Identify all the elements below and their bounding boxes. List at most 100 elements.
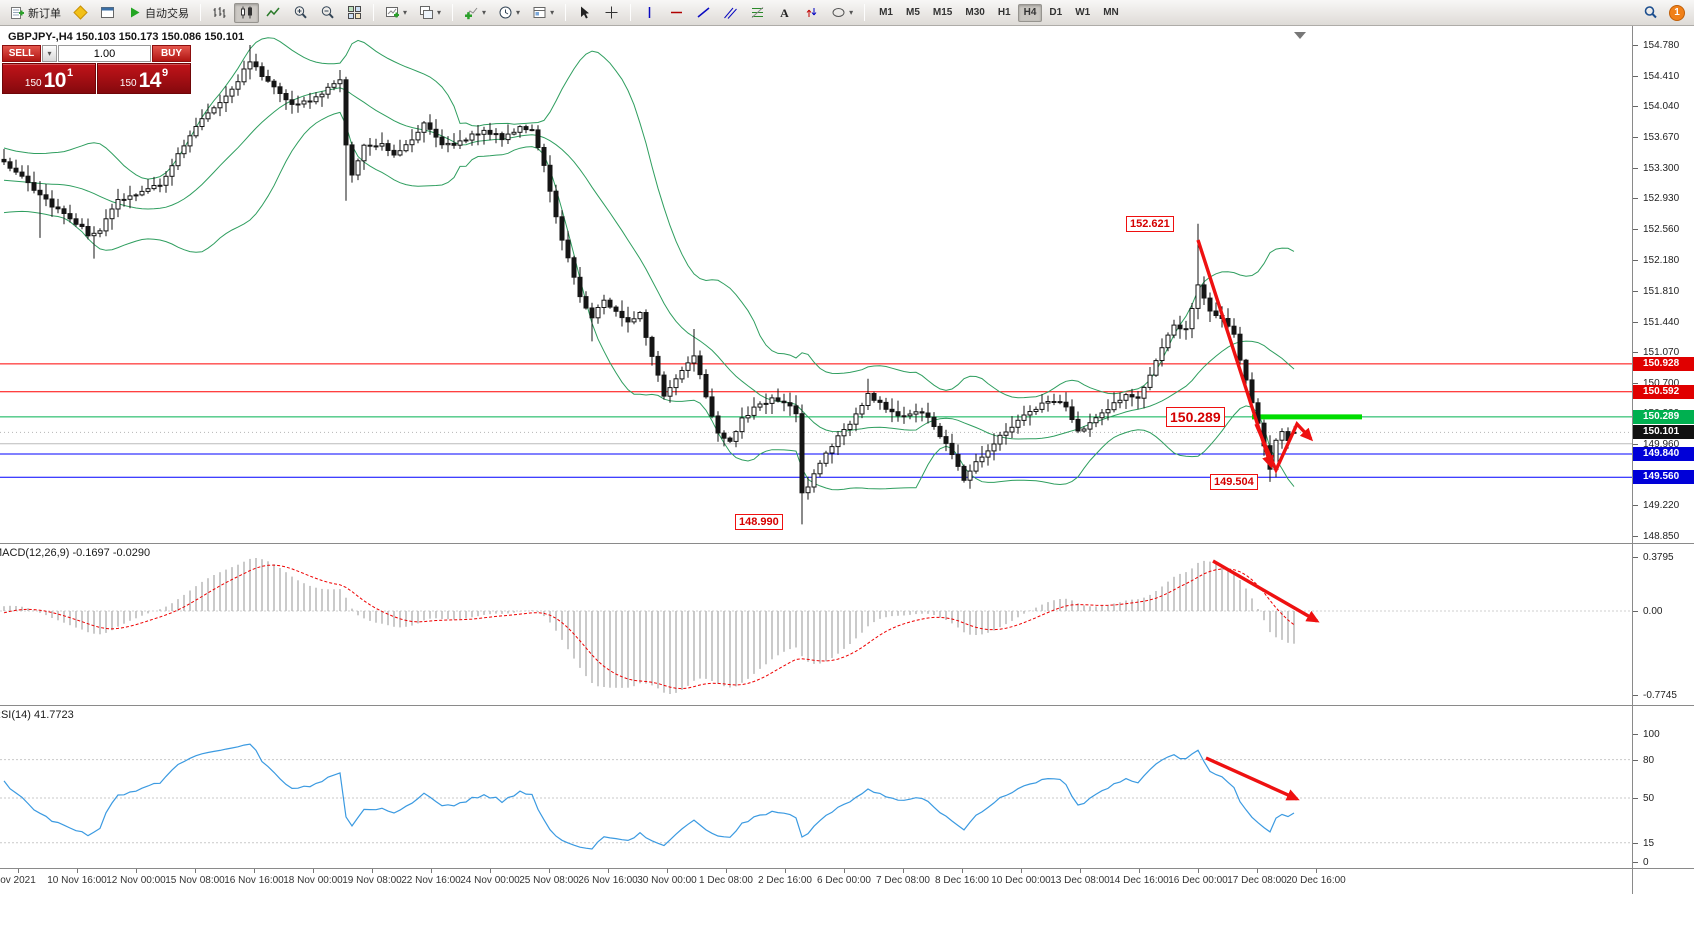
time-label: 2 Dec 16:00 [758, 875, 812, 886]
scale-label: 154.410 [1633, 70, 1694, 83]
time-label: 17 Dec 08:00 [1227, 875, 1287, 886]
timeframe-h4[interactable]: H4 [1017, 3, 1043, 22]
tile-windows-button[interactable] [342, 3, 367, 23]
scale-label: 152.180 [1633, 254, 1694, 267]
volume-dropdown[interactable]: ▾ [42, 45, 57, 62]
toolbar: 新订单 自动交易 ▾ ▾ ▾ ▾ [0, 0, 1694, 26]
fibonacci-button[interactable] [745, 3, 770, 23]
cursor-button[interactable] [572, 3, 597, 23]
search-button[interactable] [1638, 3, 1663, 23]
panel-separator[interactable] [0, 705, 1694, 706]
time-label: 8 Dec 16:00 [935, 875, 989, 886]
channel-button[interactable] [718, 3, 743, 23]
new-order-button[interactable]: 新订单 [5, 3, 66, 23]
chart-candles-button[interactable] [234, 2, 259, 23]
macd-scale-min: -0.7745 [1633, 689, 1694, 702]
zoom-out-icon [321, 6, 334, 19]
crosshair-icon [605, 6, 618, 19]
timeframe-h1[interactable]: H1 [997, 7, 1011, 18]
time-label: 16 Dec 00:00 [1168, 875, 1228, 886]
sell-price-pips: 10 [43, 69, 67, 92]
buy-price-pipette: 9 [161, 67, 169, 79]
chart-bars-button[interactable] [207, 3, 232, 23]
notification-badge[interactable]: 1 [1669, 4, 1685, 21]
price-callout[interactable]: 152.621 [1126, 216, 1174, 232]
price-scale: 0.3795 0.00 -0.7745 154.780 154.410 154.04… [1633, 26, 1694, 894]
sell-price-button[interactable]: 150 10 1 [2, 63, 96, 94]
rsi-panel: RSI(14) 41.7723 [0, 706, 1632, 868]
timeframe-d1[interactable]: D1 [1049, 7, 1063, 18]
new-chart-icon [386, 7, 399, 18]
text-button[interactable]: A [772, 3, 797, 23]
shapes-button[interactable]: ▾ [826, 3, 858, 23]
price-callout[interactable]: 149.504 [1210, 474, 1258, 490]
window-cascade-icon [420, 6, 434, 19]
crosshair-button[interactable] [599, 3, 624, 23]
time-axis: ov 2021 10 Nov 16:00 12 Nov 00:00 15 Nov 08… [0, 869, 1632, 894]
rsi-chart[interactable] [0, 706, 1632, 868]
shapes-icon [832, 8, 845, 17]
time-label: 14 Dec 16:00 [1109, 875, 1169, 886]
time-tick [903, 869, 904, 873]
scale-label: 153.300 [1633, 162, 1694, 175]
vertical-line-button[interactable] [637, 3, 662, 23]
horizontal-line-button[interactable] [664, 3, 689, 23]
arrows-button[interactable] [799, 3, 824, 23]
timeframe-m15[interactable]: M15 [932, 7, 953, 18]
periods-button[interactable]: ▾ [493, 3, 525, 23]
scale-label: 151.810 [1633, 285, 1694, 298]
chart-line-button[interactable] [261, 3, 286, 23]
timeframe-mn[interactable]: MN [1103, 7, 1119, 18]
chevron-down-icon: ▾ [550, 7, 555, 17]
timeframe-m5[interactable]: M5 [906, 7, 920, 18]
chevron-down-icon: ▾ [437, 7, 442, 17]
macd-scale-zero: 0.00 [1633, 605, 1694, 618]
scale-label: 152.930 [1633, 192, 1694, 205]
scale-label: 154.040 [1633, 100, 1694, 113]
price-box: 150.592 [1633, 385, 1694, 399]
profiles-button[interactable]: ▾ [414, 3, 446, 23]
panel-separator[interactable] [0, 543, 1694, 544]
new-order-icon [11, 7, 24, 19]
time-label: 26 Nov 16:00 [578, 875, 638, 886]
trendline-button[interactable] [691, 3, 716, 23]
time-label: 15 Nov 08:00 [165, 875, 225, 886]
toolbar-separator [452, 4, 454, 21]
autotrading-label: 自动交易 [145, 7, 189, 20]
text-icon: A [780, 6, 789, 20]
time-tick [1139, 869, 1140, 873]
candlestick-chart[interactable] [0, 26, 1632, 543]
time-tick [962, 869, 963, 873]
price-axis-line [1632, 26, 1633, 894]
market-watch-button[interactable] [95, 3, 120, 23]
templates-button[interactable]: ▾ [527, 3, 559, 23]
buy-price-button[interactable]: 150 14 9 [97, 63, 191, 94]
scale-label: 15 [1633, 837, 1694, 850]
channel-icon [724, 7, 737, 19]
cursor-icon [581, 6, 590, 19]
new-chart-button[interactable]: ▾ [380, 3, 412, 23]
timeframe-m30[interactable]: M30 [965, 7, 985, 18]
volume-input[interactable] [58, 45, 151, 62]
zoom-in-button[interactable] [288, 3, 313, 23]
price-callout[interactable]: 150.289 [1166, 407, 1225, 427]
zoom-out-button[interactable] [315, 3, 340, 23]
timeframe-m1[interactable]: M1 [879, 7, 893, 18]
time-label: 10 Dec 00:00 [991, 875, 1051, 886]
timeframe-w1[interactable]: W1 [1075, 7, 1091, 18]
sell-button[interactable]: SELL [2, 45, 41, 62]
indicators-button[interactable]: ▾ [459, 3, 491, 23]
chevron-down-icon: ▾ [47, 48, 52, 58]
buy-button[interactable]: BUY [152, 45, 191, 62]
scale-label: 149.960 [1633, 438, 1694, 451]
macd-scale-max: 0.3795 [1633, 551, 1694, 564]
macd-chart[interactable] [0, 544, 1632, 705]
time-tick [844, 869, 845, 873]
price-callout[interactable]: 148.990 [735, 514, 783, 530]
metaeditor-button[interactable] [68, 3, 93, 23]
autotrading-button[interactable]: 自动交易 [122, 3, 194, 23]
tile-windows-icon [348, 6, 361, 19]
fibonacci-icon [751, 7, 764, 18]
indicators-add-icon [465, 7, 478, 20]
time-tick [254, 869, 255, 873]
